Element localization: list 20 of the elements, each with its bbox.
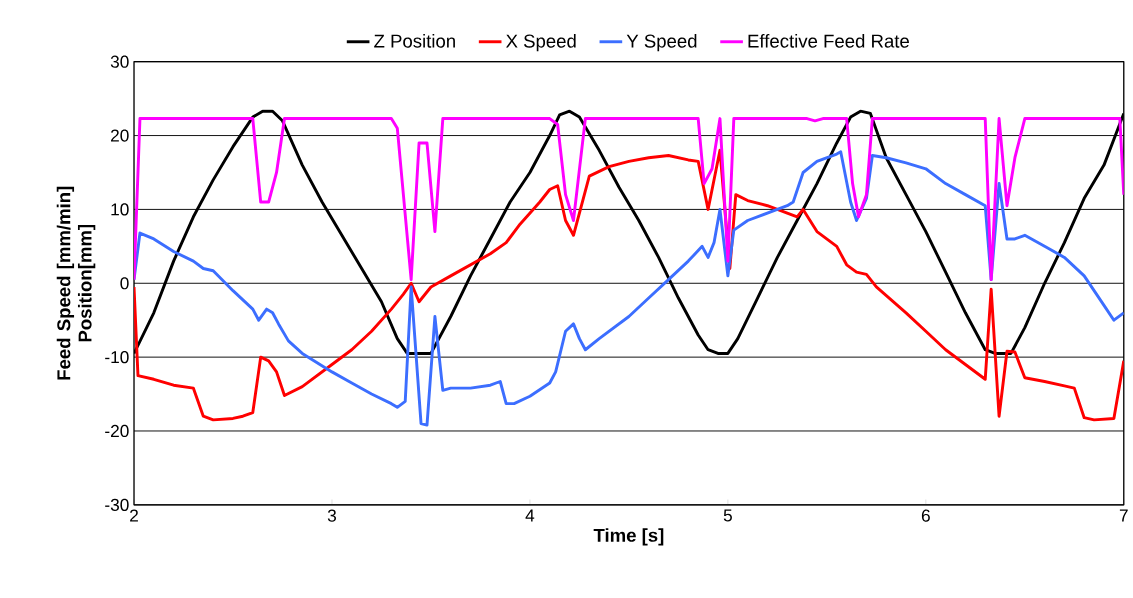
legend-label: Z Position [374, 33, 455, 48]
y-tick-label: -10 [105, 350, 129, 364]
y-tick-label: 30 [110, 55, 129, 68]
legend-label: Effective Feed Rate [748, 33, 909, 48]
y-axis-title: Feed Speed [mm/min] Position[mm] [56, 186, 96, 380]
y-tick-label: 0 [120, 276, 129, 290]
legend-label: Y Speed [626, 33, 697, 52]
x-tick-label: 7 [1119, 509, 1128, 522]
y-tick-label: 20 [111, 129, 129, 142]
x-tick-label: 3 [327, 509, 337, 522]
x-tick-label: 2 [130, 509, 138, 522]
legend-label: X Speed [506, 33, 576, 52]
y-tick-label: -20 [105, 424, 129, 437]
x-tick-label: 5 [723, 509, 732, 522]
line-series [134, 116, 1124, 281]
y-tick-label: 10 [111, 203, 129, 216]
x-tick-label: 6 [921, 509, 930, 522]
x-tick-label: 4 [525, 509, 535, 522]
y-tick-label: -30 [105, 498, 129, 511]
x-axis-title: Time [s] [593, 528, 664, 546]
